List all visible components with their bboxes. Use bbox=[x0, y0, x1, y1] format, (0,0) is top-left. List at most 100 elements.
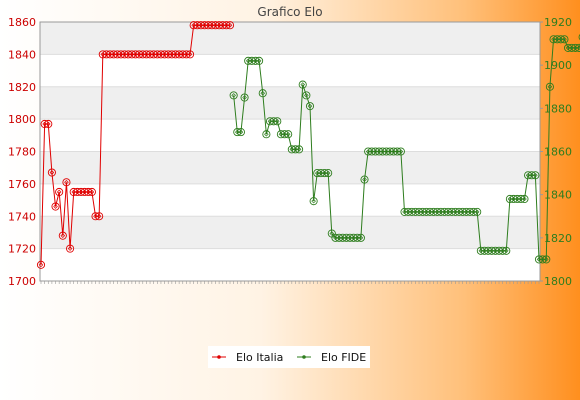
data-point-marker bbox=[311, 198, 316, 204]
data-point-marker bbox=[49, 170, 55, 175]
data-point-marker bbox=[307, 103, 313, 109]
y-left-tick-label: 1780 bbox=[8, 146, 36, 159]
data-point bbox=[578, 34, 580, 41]
data-point-marker bbox=[296, 147, 302, 152]
data-point bbox=[556, 35, 565, 44]
data-point bbox=[353, 233, 362, 242]
data-point-marker bbox=[38, 262, 44, 268]
data-point bbox=[356, 233, 365, 242]
data-point-marker bbox=[285, 131, 291, 137]
data-point-marker bbox=[474, 209, 480, 215]
data-point bbox=[498, 246, 507, 255]
data-point bbox=[87, 187, 96, 197]
data-point bbox=[236, 128, 245, 137]
data-point bbox=[527, 171, 536, 180]
data-point bbox=[302, 91, 311, 100]
data-point bbox=[396, 147, 405, 156]
data-point bbox=[44, 119, 53, 129]
data-point bbox=[95, 212, 104, 221]
series-elo-fide bbox=[229, 34, 580, 264]
data-point bbox=[298, 80, 307, 89]
data-point bbox=[229, 91, 238, 100]
data-point bbox=[36, 260, 46, 269]
data-point-marker bbox=[242, 95, 247, 100]
data-point bbox=[225, 21, 235, 30]
data-point bbox=[255, 56, 264, 65]
legend-label: Elo FIDE bbox=[321, 351, 366, 364]
grid-band bbox=[40, 151, 540, 184]
data-point-marker bbox=[56, 189, 62, 195]
data-point bbox=[84, 187, 93, 197]
data-point bbox=[182, 50, 191, 59]
data-point bbox=[295, 145, 304, 154]
data-point-marker bbox=[533, 172, 538, 178]
data-point bbox=[284, 130, 293, 139]
data-point bbox=[324, 169, 333, 178]
data-point bbox=[473, 207, 482, 216]
data-point-marker bbox=[260, 90, 266, 96]
data-point bbox=[571, 43, 580, 52]
data-point-marker bbox=[64, 179, 69, 185]
y-right-tick-label: 1920 bbox=[544, 16, 572, 29]
y-left-tick-label: 1840 bbox=[8, 48, 36, 61]
data-point bbox=[51, 202, 60, 211]
data-point-marker bbox=[300, 82, 306, 87]
y-left-tick-label: 1760 bbox=[8, 178, 36, 191]
series-elo-italia bbox=[36, 21, 235, 269]
y-right-tick-label: 1880 bbox=[544, 102, 572, 115]
legend-box bbox=[208, 346, 370, 368]
data-point bbox=[320, 169, 329, 178]
plot-border bbox=[39, 21, 541, 282]
y-left-tick-label: 1820 bbox=[8, 81, 36, 94]
data-point bbox=[55, 187, 64, 197]
y-left-tick-label: 1800 bbox=[8, 113, 36, 126]
y-left-tick-label: 1860 bbox=[8, 16, 36, 29]
y-right-tick-label: 1800 bbox=[544, 275, 572, 288]
data-point bbox=[542, 255, 551, 264]
data-point bbox=[40, 119, 49, 129]
data-point-marker bbox=[264, 131, 269, 137]
data-point-marker bbox=[547, 84, 553, 90]
data-point bbox=[240, 93, 249, 102]
y-right-tick-label: 1900 bbox=[544, 59, 572, 72]
data-point-marker bbox=[325, 170, 331, 176]
data-point bbox=[538, 255, 547, 264]
data-point bbox=[251, 56, 260, 65]
data-point bbox=[393, 147, 402, 156]
data-point bbox=[58, 231, 67, 240]
data-point bbox=[47, 168, 56, 177]
data-point-marker bbox=[522, 196, 527, 202]
data-point bbox=[62, 178, 71, 187]
data-point-marker bbox=[67, 246, 73, 251]
chart-title: Grafico Elo bbox=[257, 5, 322, 19]
data-point bbox=[516, 194, 525, 204]
data-point bbox=[262, 130, 271, 139]
data-point-marker bbox=[231, 93, 236, 98]
data-point bbox=[233, 128, 242, 137]
legend-label: Elo Italia bbox=[236, 351, 283, 364]
data-point bbox=[91, 212, 100, 221]
data-point bbox=[469, 207, 478, 216]
data-point bbox=[185, 50, 195, 59]
data-point-marker bbox=[89, 189, 95, 195]
data-point-marker bbox=[256, 58, 262, 64]
data-point bbox=[360, 175, 369, 184]
data-point-marker bbox=[227, 22, 233, 28]
y-right-tick-label: 1820 bbox=[544, 232, 572, 245]
data-point-marker bbox=[358, 235, 364, 241]
data-point-marker bbox=[362, 177, 367, 182]
data-point bbox=[574, 43, 580, 52]
y-left-tick-label: 1700 bbox=[8, 275, 36, 288]
data-point-marker bbox=[53, 204, 58, 209]
data-point-marker bbox=[274, 118, 280, 124]
data-point-marker bbox=[96, 213, 102, 219]
legend: Elo Italia Elo FIDE bbox=[208, 346, 370, 368]
data-point bbox=[269, 117, 278, 126]
data-point-marker bbox=[562, 36, 567, 42]
data-point-marker bbox=[45, 121, 51, 127]
data-point bbox=[273, 117, 282, 126]
y-left-tick-label: 1740 bbox=[8, 210, 36, 223]
data-point-marker bbox=[576, 45, 580, 51]
data-point-marker bbox=[60, 233, 66, 238]
